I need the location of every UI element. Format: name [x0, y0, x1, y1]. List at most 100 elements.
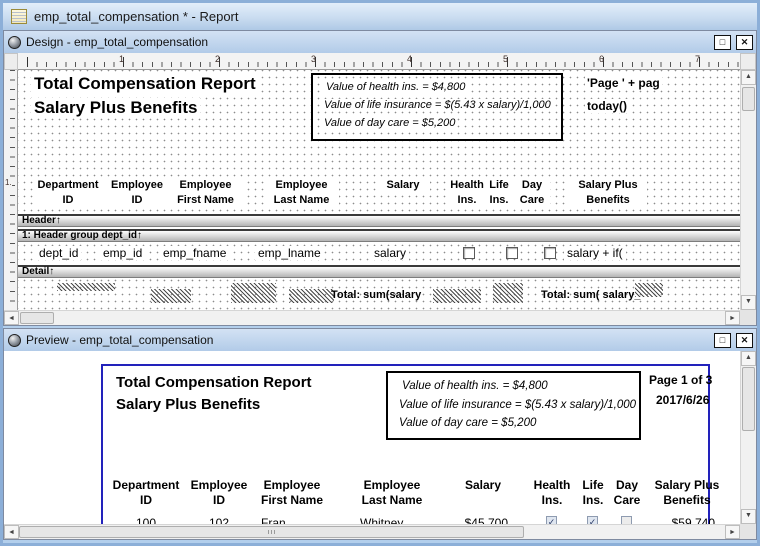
- preview-title: Preview - emp_total_compensation: [26, 333, 214, 347]
- column-header-life[interactable]: Life Ins.: [484, 178, 514, 208]
- preview-header-salary: Salary: [464, 478, 502, 492]
- scroll-thumb[interactable]: [742, 87, 755, 111]
- ruler-number: 4: [407, 54, 413, 64]
- scroll-up-button[interactable]: ▲: [741, 351, 756, 366]
- scroll-right-button[interactable]: ►: [725, 311, 740, 325]
- column-header-empid[interactable]: Employee ID: [107, 178, 167, 208]
- scroll-thumb[interactable]: [19, 526, 524, 538]
- datawindow-icon: [8, 35, 21, 49]
- preview-titlebar[interactable]: Preview - emp_total_compensation □ ✕: [4, 329, 756, 351]
- ruler-ticks-major: [27, 57, 740, 67]
- day-care-checkbox[interactable]: [544, 247, 556, 259]
- vruler-number: 1.: [5, 178, 12, 187]
- close-button[interactable]: ✕: [736, 332, 753, 348]
- preview-horizontal-scrollbar[interactable]: ◄ ►: [4, 524, 740, 539]
- hatch-patch: [151, 289, 191, 303]
- preview-header-benefits: Salary Plus Benefits: [654, 478, 720, 507]
- design-vertical-scrollbar[interactable]: ▲ ▼: [740, 70, 756, 310]
- design-titlebar[interactable]: Design - emp_total_compensation □ ✕: [4, 31, 756, 53]
- preview-header-daycare: Day Care: [613, 478, 641, 507]
- column-header-lname[interactable]: Employee Last Name: [264, 178, 339, 208]
- scroll-left-button[interactable]: ◄: [4, 525, 19, 539]
- thumb-grip: [267, 530, 275, 534]
- hatch-patch: [433, 289, 481, 303]
- vruler-ticks: [10, 70, 15, 310]
- health-ins-checkbox[interactable]: [463, 247, 475, 259]
- preview-header-empid: Employee ID: [190, 478, 248, 507]
- design-canvas[interactable]: Total Compensation Report Salary Plus Be…: [18, 70, 740, 310]
- note-line: Value of life insurance = $(5.43 x salar…: [399, 399, 637, 411]
- page-expression[interactable]: 'Page ' + pag: [585, 76, 662, 90]
- column-header-health[interactable]: Health Ins.: [446, 178, 488, 208]
- preview-header-life: Life Ins.: [582, 478, 604, 507]
- design-title: Design - emp_total_compensation: [26, 35, 209, 49]
- preview-vertical-scrollbar[interactable]: ▲ ▼: [740, 351, 756, 524]
- vertical-ruler: 1.: [4, 70, 18, 310]
- datawindow-icon: [8, 333, 21, 347]
- band-bar-detail[interactable]: Detail↑: [18, 265, 740, 278]
- column-header-dept[interactable]: Department ID: [33, 178, 103, 208]
- note-line[interactable]: Value of day care = $5,200: [322, 117, 458, 129]
- close-button[interactable]: ✕: [736, 34, 753, 50]
- scroll-up-button[interactable]: ▲: [741, 70, 756, 85]
- app-titlebar[interactable]: emp_total_compensation * - Report: [3, 3, 757, 30]
- band-bar-header[interactable]: Header↑: [18, 214, 740, 227]
- column-header-fname[interactable]: Employee First Name: [168, 178, 243, 208]
- scroll-down-button[interactable]: ▼: [741, 295, 756, 310]
- hatch-patch: [57, 283, 115, 291]
- page-number: Page 1 of 3: [649, 373, 713, 387]
- field-emp-fname[interactable]: emp_fname: [160, 246, 230, 260]
- design-horizontal-scrollbar[interactable]: ◄ ►: [4, 310, 740, 325]
- preview-body: Total Compensation Report Salary Plus Be…: [4, 351, 756, 539]
- maximize-button[interactable]: □: [714, 332, 731, 348]
- scroll-right-button[interactable]: ►: [725, 525, 740, 539]
- field-salary[interactable]: salary: [371, 246, 410, 260]
- life-ins-checkbox[interactable]: [506, 247, 518, 259]
- column-header-daycare[interactable]: Day Care: [514, 178, 550, 208]
- maximize-button[interactable]: □: [714, 34, 731, 50]
- date-expression[interactable]: today(): [585, 99, 629, 113]
- column-header-salary[interactable]: Salary: [376, 178, 430, 193]
- design-body: 1 2 3 4 5 6 7 1. Total Compensation Repo…: [4, 53, 756, 325]
- ruler-number: 2: [215, 54, 221, 64]
- field-dept-id[interactable]: dept_id: [36, 246, 82, 260]
- note-box[interactable]: Value of health ins. = $4,800 Value of l…: [311, 73, 563, 141]
- ruler-number: 6: [599, 54, 605, 64]
- scrollbar-corner: [740, 524, 756, 539]
- total-salary-field[interactable]: Total: sum(salary: [331, 289, 422, 301]
- column-header-benefits[interactable]: Salary Plus Benefits: [569, 178, 647, 208]
- band-bar-group[interactable]: 1: Header group dept_id↑: [18, 229, 740, 242]
- total-benefits-field[interactable]: Total: sum( salary_: [541, 289, 641, 301]
- ruler-corner-right: [740, 53, 756, 70]
- report-title-text[interactable]: Total Compensation Report: [31, 74, 259, 94]
- scrollbar-corner: [740, 310, 756, 325]
- report-page: Total Compensation Report Salary Plus Be…: [101, 364, 719, 539]
- app-title: emp_total_compensation * - Report: [34, 9, 239, 24]
- ruler-corner: [4, 53, 18, 70]
- note-line: Value of day care = $5,200: [399, 417, 537, 429]
- ruler-number: 7: [695, 54, 701, 64]
- scroll-down-button[interactable]: ▼: [741, 509, 756, 524]
- preview-header-health: Health Ins.: [533, 478, 571, 507]
- report-subtitle-text[interactable]: Salary Plus Benefits: [31, 98, 201, 118]
- ruler-number: 1: [119, 54, 125, 64]
- note-line[interactable]: Value of life insurance = $(5.43 x salar…: [322, 99, 553, 111]
- note-line[interactable]: Value of health ins. = $4,800: [324, 81, 468, 93]
- field-emp-id[interactable]: emp_id: [100, 246, 146, 260]
- preview-note-box: Value of health ins. = $4,800 Value of l…: [386, 371, 641, 440]
- scroll-thumb[interactable]: [742, 367, 755, 431]
- preview-window: Preview - emp_total_compensation □ ✕ Tot…: [3, 328, 757, 540]
- report-date: 2017/6/26: [656, 393, 710, 407]
- computed-field-benefits[interactable]: salary + if(: [564, 246, 626, 260]
- hatch-patch: [289, 289, 334, 303]
- hatch-patch: [635, 283, 663, 297]
- hatch-patch: [231, 283, 276, 303]
- hatch-patch: [493, 283, 523, 303]
- field-emp-lname[interactable]: emp_lname: [255, 246, 324, 260]
- horizontal-ruler: 1 2 3 4 5 6 7: [18, 53, 740, 70]
- scroll-left-button[interactable]: ◄: [4, 311, 19, 325]
- design-window: Design - emp_total_compensation □ ✕ 1 2 …: [3, 30, 757, 326]
- scroll-thumb[interactable]: [20, 312, 54, 324]
- ruler-number: 3: [311, 54, 317, 64]
